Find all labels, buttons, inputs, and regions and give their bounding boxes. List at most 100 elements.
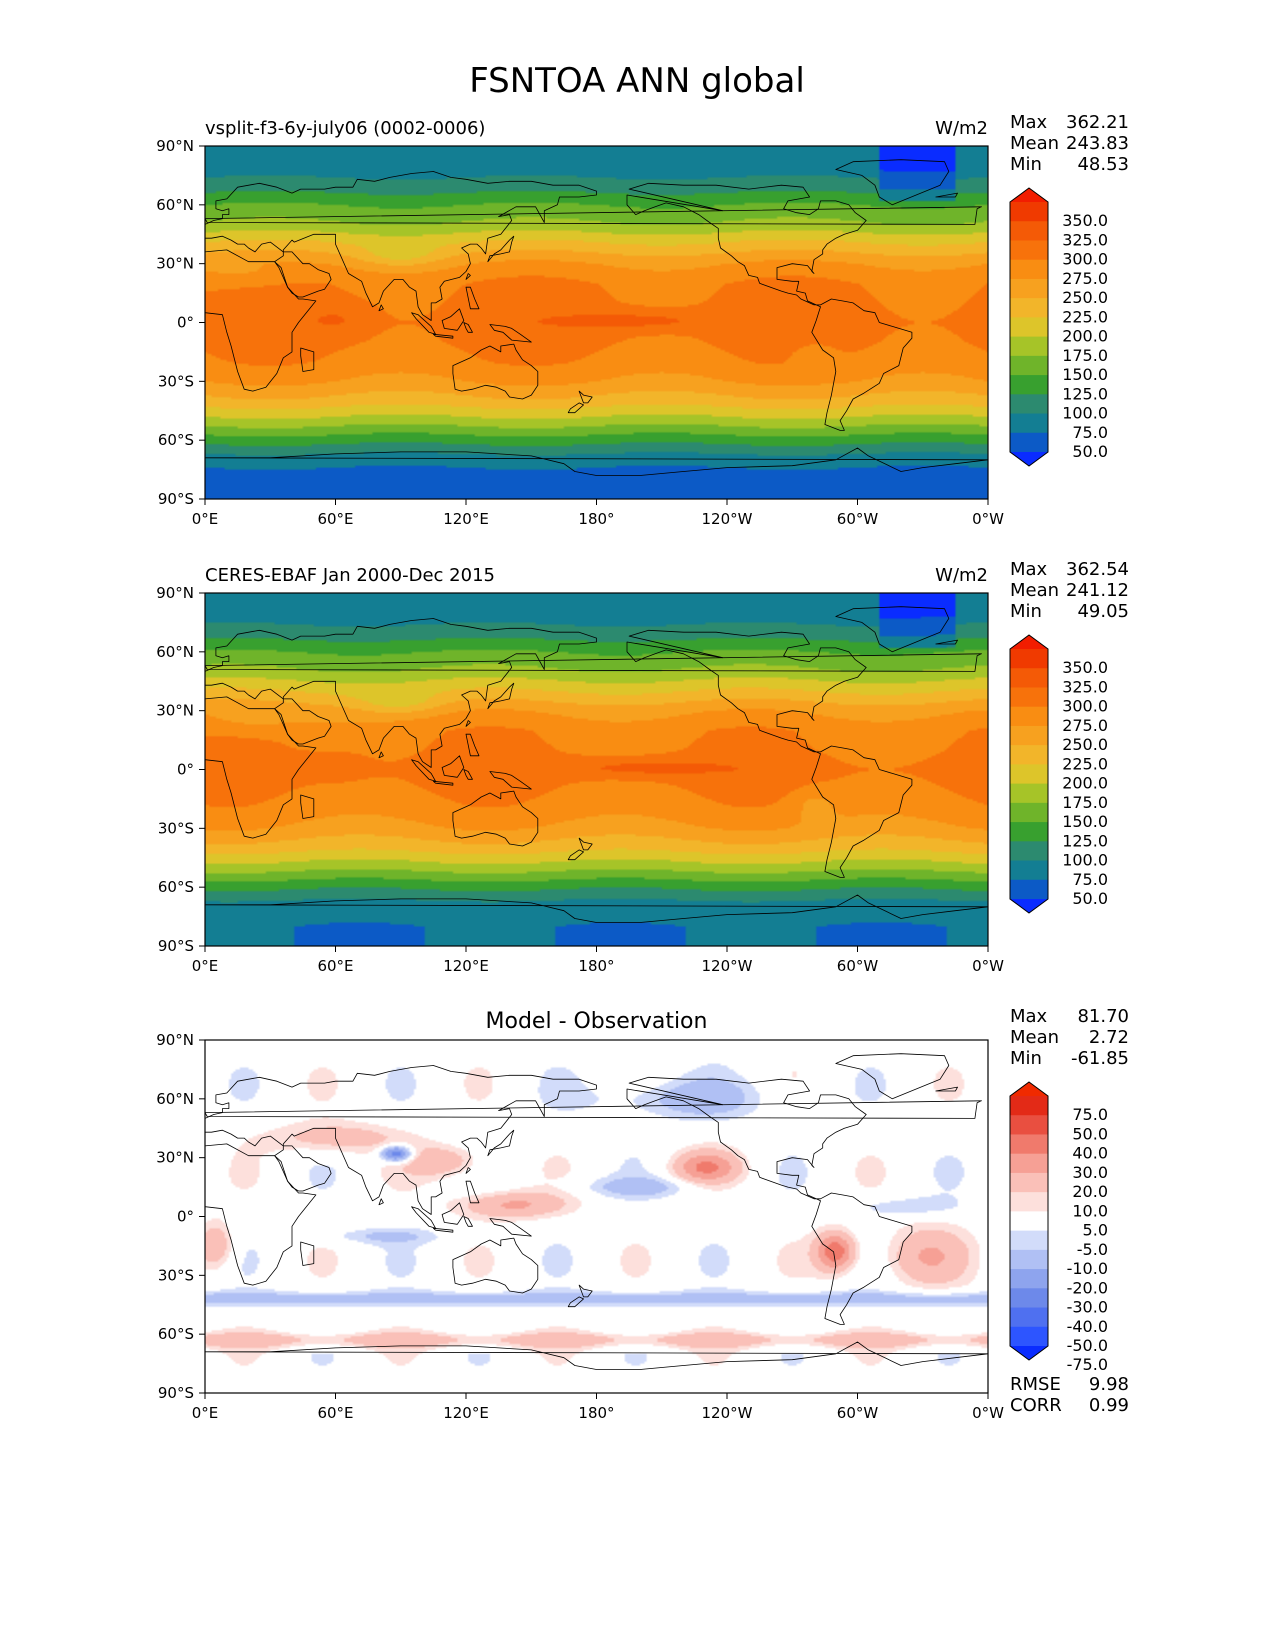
colorbar: 75.050.040.030.020.010.05.0-5.0-10.0-20.… xyxy=(1009,1081,1108,1374)
colorbar-label: 175.0 xyxy=(1062,346,1108,365)
colorbar-label: -10.0 xyxy=(1067,1259,1108,1278)
y-tick-label: 90°N xyxy=(156,137,194,155)
x-tick-label: 0°E xyxy=(192,957,219,975)
stat-mean-label: Mean xyxy=(1010,580,1059,601)
colorbar-label: 50.0 xyxy=(1072,889,1108,908)
colorbar-label: 75.0 xyxy=(1072,870,1108,889)
coastline xyxy=(489,771,532,790)
coastline xyxy=(452,790,539,847)
colorbar-label: 40.0 xyxy=(1072,1144,1108,1163)
x-tick-label: 120°E xyxy=(443,957,489,975)
colorbar-label: 200.0 xyxy=(1062,774,1108,793)
coastline xyxy=(441,755,465,778)
x-tick-label: 60°E xyxy=(317,957,353,975)
colorbar-extend-max xyxy=(1010,635,1048,649)
colorbar-band xyxy=(1010,687,1048,708)
coastline xyxy=(489,324,532,343)
colorbar-band xyxy=(1010,1230,1048,1251)
colorbar-band xyxy=(1010,336,1048,357)
colorbar-label: 350.0 xyxy=(1062,211,1108,230)
panel-units: W/m2 xyxy=(935,118,988,139)
coastlines xyxy=(205,606,988,923)
colorbar-label: 150.0 xyxy=(1062,365,1108,384)
coastline xyxy=(205,1143,317,1286)
x-tick-label: 60°W xyxy=(837,957,879,975)
x-tick-label: 120°E xyxy=(443,510,489,528)
y-tick-label: 60°S xyxy=(158,431,194,449)
colorbar-band xyxy=(1010,1096,1048,1116)
panel-reference: 0°E 60°E 120°E 180° 120°W 60°W 0°W 90°N 60°N 30°N… xyxy=(156,559,1129,975)
colorbar-label: 325.0 xyxy=(1062,230,1108,249)
coastline xyxy=(205,1065,597,1215)
colorbar-label: 300.0 xyxy=(1062,697,1108,716)
y-tick-label: 90°N xyxy=(156,1031,194,1049)
coastline xyxy=(578,837,593,851)
stat-rmse-label: RMSE xyxy=(1010,1374,1061,1395)
colorbar-band xyxy=(1010,317,1048,338)
colorbar-band xyxy=(1010,413,1048,434)
x-tick-label: 0°E xyxy=(192,1404,219,1422)
colorbar-band xyxy=(1010,822,1048,842)
colorbar-label: 5.0 xyxy=(1083,1221,1108,1240)
colorbar-label: 225.0 xyxy=(1062,307,1108,326)
coastline xyxy=(626,182,913,431)
colorbar-band xyxy=(1010,649,1048,669)
coastlines xyxy=(205,1053,988,1370)
coastline xyxy=(205,618,597,768)
colorbar-band xyxy=(1010,802,1048,823)
coastline xyxy=(835,159,950,206)
stat-mean-label: Mean xyxy=(1010,133,1059,154)
coastline xyxy=(626,1076,913,1325)
colorbar-label: -30.0 xyxy=(1067,1298,1108,1317)
stat-mean-value: 243.83 xyxy=(1066,133,1129,154)
coastline xyxy=(205,249,317,392)
coastline xyxy=(487,682,515,710)
x-tick-label: 180° xyxy=(578,510,614,528)
colorbar-label: 325.0 xyxy=(1062,677,1108,696)
coastline xyxy=(487,1129,515,1157)
colorbar-band xyxy=(1010,1153,1048,1174)
coastline xyxy=(567,402,584,414)
stat-max-value: 362.54 xyxy=(1066,559,1129,580)
coastline xyxy=(441,308,465,331)
colorbar-band xyxy=(1010,221,1048,241)
colorbar-label: 100.0 xyxy=(1062,851,1108,870)
colorbar-label: 225.0 xyxy=(1062,754,1108,773)
colorbar-label: 175.0 xyxy=(1062,793,1108,812)
y-tick-label: 90°N xyxy=(156,584,194,602)
colorbar-band xyxy=(1010,1172,1048,1193)
colorbar-band xyxy=(1010,668,1048,688)
colorbar-band xyxy=(1010,1249,1048,1270)
colorbar-label: 275.0 xyxy=(1062,716,1108,735)
colorbar-band xyxy=(1010,1211,1048,1232)
colorbar-extend-max xyxy=(1010,188,1048,202)
colorbar-band xyxy=(1010,298,1048,318)
coastline xyxy=(205,171,597,321)
colorbar-band xyxy=(1010,725,1048,746)
colorbar-extend-min xyxy=(1010,452,1048,466)
coastline xyxy=(452,343,539,400)
coastline xyxy=(205,1341,988,1370)
coastline xyxy=(378,751,384,759)
colorbar-label: 75.0 xyxy=(1072,423,1108,442)
stat-max-value: 362.21 xyxy=(1066,112,1129,133)
coastline xyxy=(205,653,982,672)
coastline xyxy=(433,1227,454,1233)
colorbar-band xyxy=(1010,764,1048,785)
coastline xyxy=(300,794,315,819)
colorbar-label: 100.0 xyxy=(1062,404,1108,423)
colorbar-band xyxy=(1010,745,1048,765)
coastline xyxy=(465,273,471,280)
panel-units: W/m2 xyxy=(935,565,988,586)
panel-center-title: Model - Observation xyxy=(486,1009,708,1034)
coastline xyxy=(205,206,982,225)
colorbar-band xyxy=(1010,841,1048,862)
panel-test: 0°E 60°E 120°E 180° 120°W 60°W 0°W 90°N 60°N 30°N… xyxy=(156,112,1129,528)
figure-title: FSNTOA ANN global xyxy=(469,61,805,101)
coastline xyxy=(567,849,584,861)
stat-corr-value: 0.99 xyxy=(1089,1395,1129,1416)
stat-max-label: Max xyxy=(1010,559,1048,580)
colorbar-extend-min xyxy=(1010,899,1048,913)
colorbar: 350.0325.0300.0275.0250.0225.0200.0175.0… xyxy=(1009,634,1108,914)
colorbar-band xyxy=(1010,1326,1048,1347)
